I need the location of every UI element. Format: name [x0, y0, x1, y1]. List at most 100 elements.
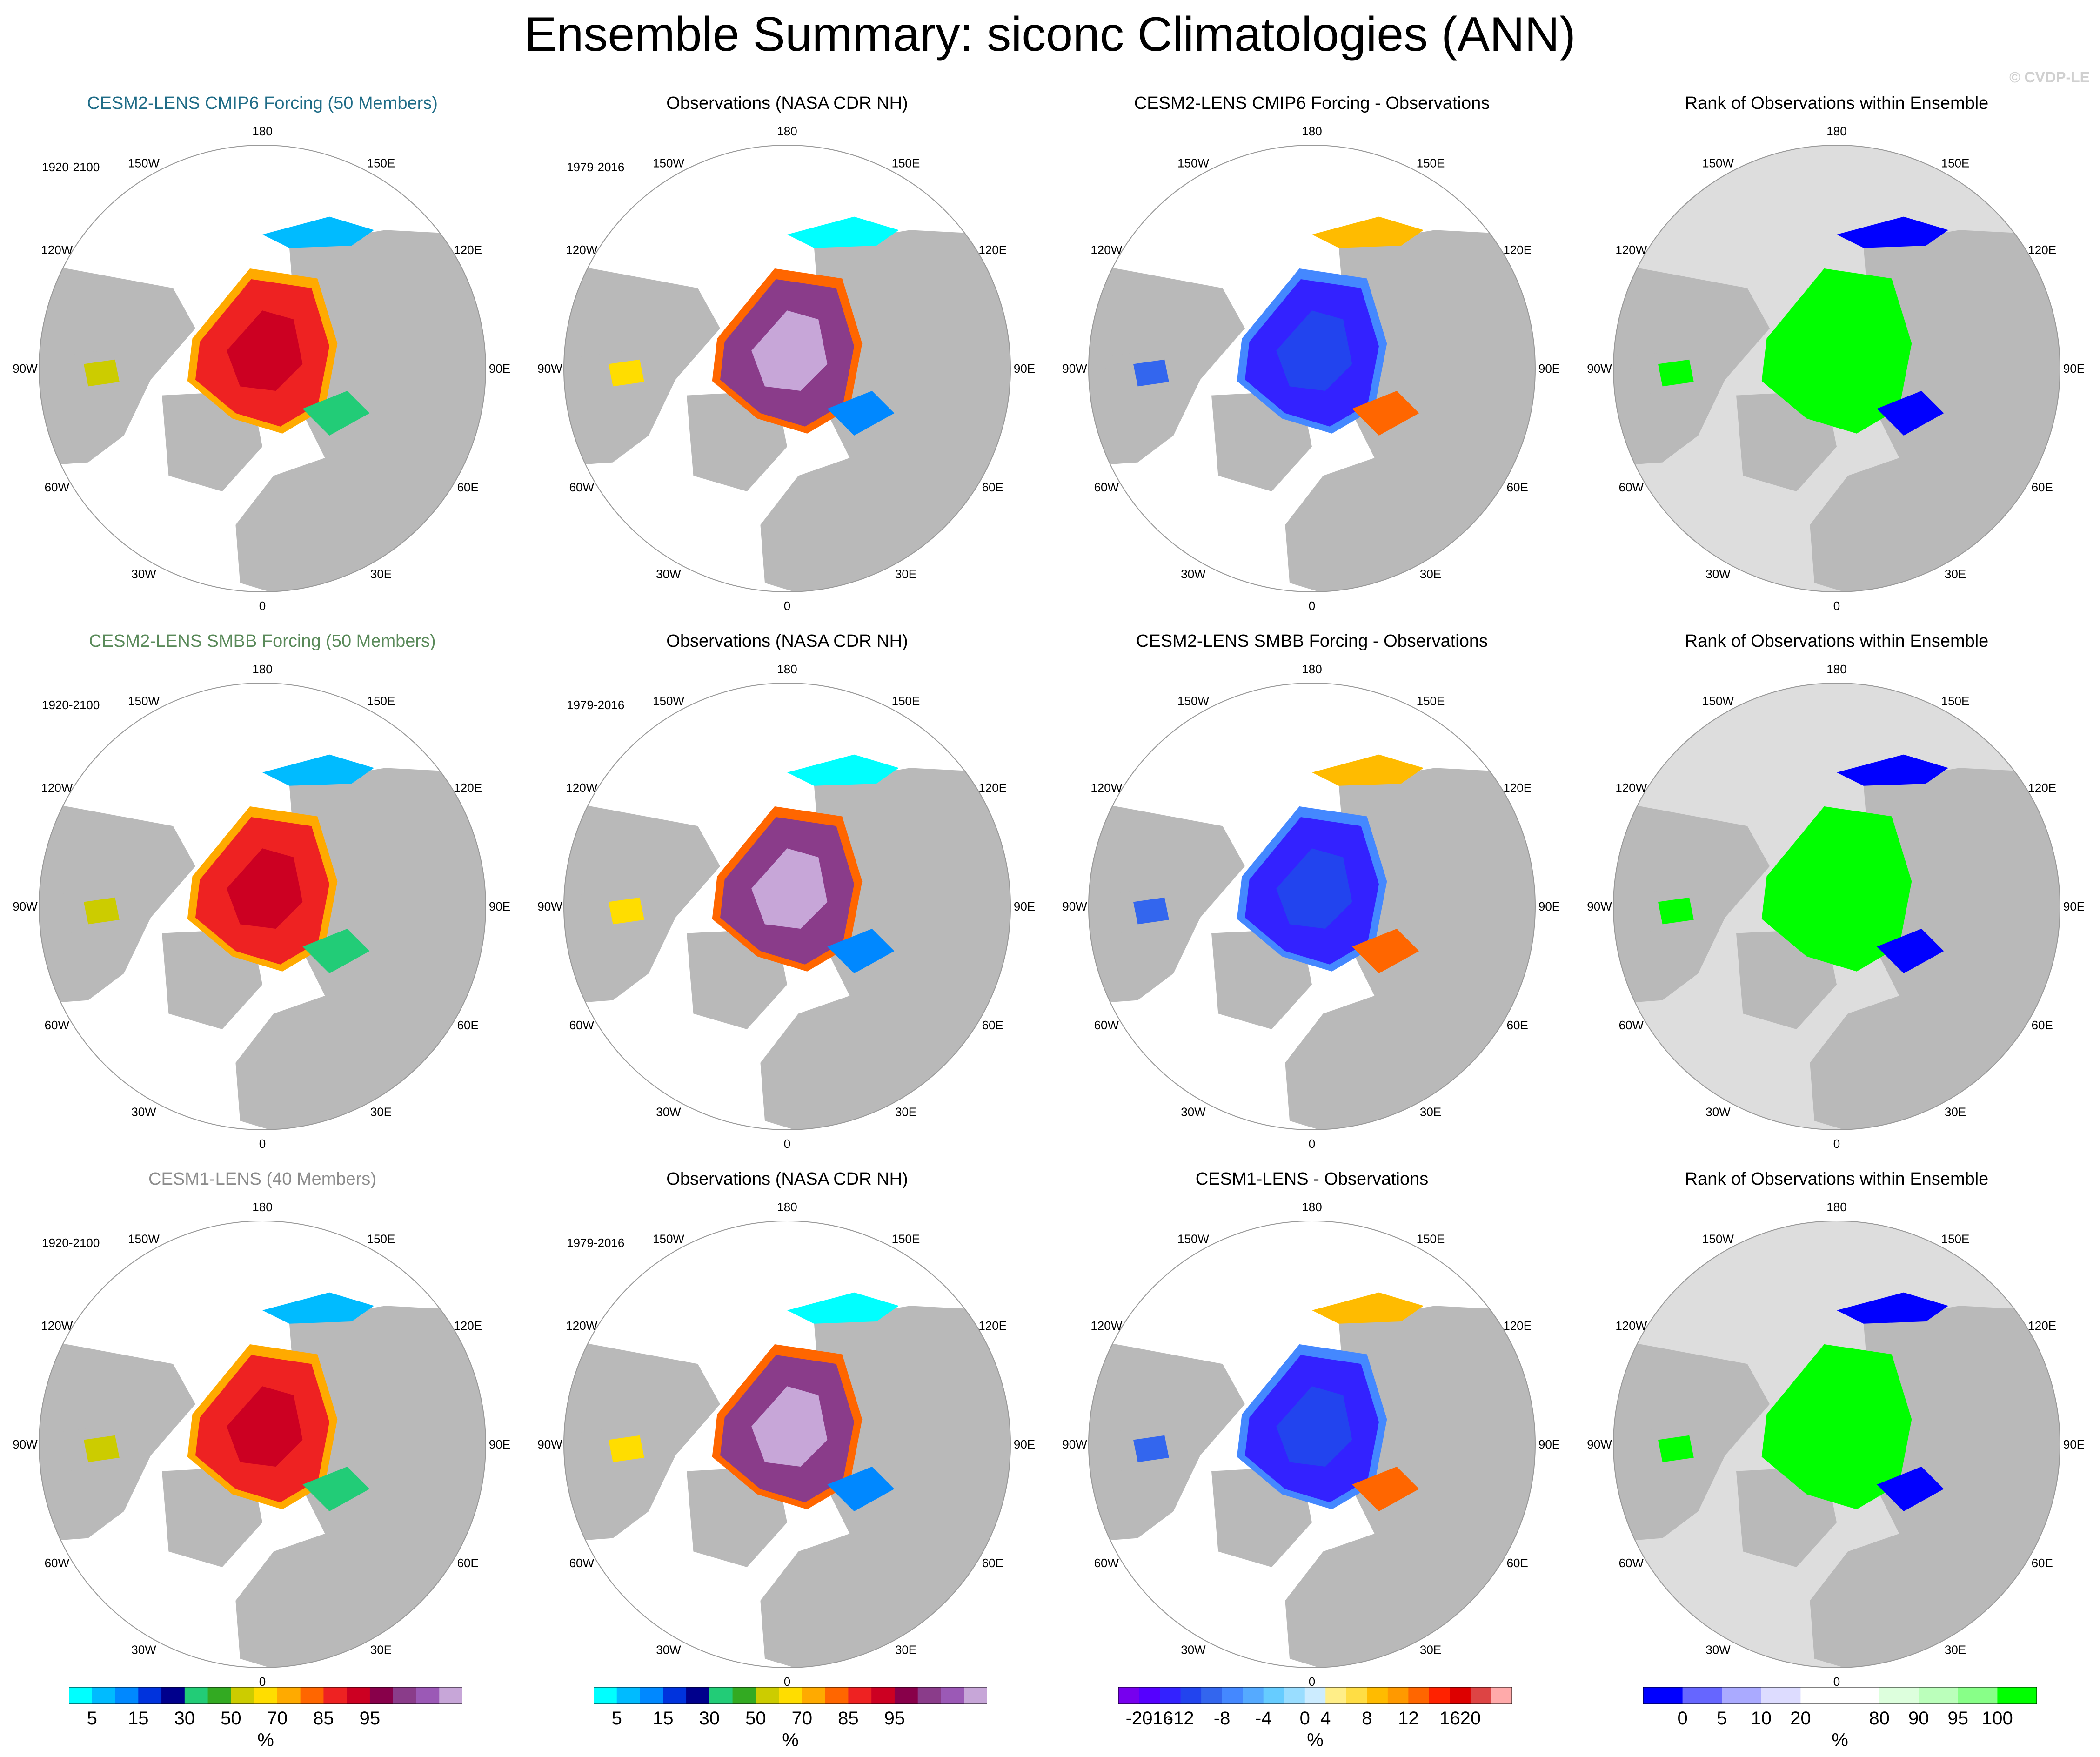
longitude-label: 0	[1833, 599, 1840, 613]
colorbar-tick-label: -8	[1214, 1708, 1231, 1729]
colorbar-swatch	[756, 1687, 779, 1704]
map-panel: Observations (NASA CDR NH) 1979-2016 180 15…	[525, 93, 1050, 631]
okhotsk-ice	[1312, 216, 1424, 248]
longitude-label: 120W	[1615, 243, 1647, 257]
map-panel: Observations (NASA CDR NH) 1979-2016 180 15…	[525, 1169, 1050, 1707]
longitude-label: 60W	[45, 1018, 70, 1032]
longitude-label: 30E	[1945, 1643, 1966, 1657]
hudson-bay-ice	[1133, 1435, 1169, 1462]
panel-title: Observations (NASA CDR NH)	[666, 94, 908, 113]
colorbar-swatch	[894, 1687, 918, 1704]
colorbar-tick-label: 85	[838, 1708, 859, 1729]
barents-ice	[1352, 391, 1419, 436]
colorbar-swatch	[1201, 1687, 1223, 1704]
sea-ice-core	[751, 310, 828, 391]
colorbar-swatch	[184, 1687, 208, 1704]
colorbar-tick-label: -12	[1167, 1708, 1194, 1729]
panel-title: Rank of Observations within Ensemble	[1685, 631, 1989, 651]
longitude-label: 150W	[1702, 156, 1734, 170]
colorbar-swatch	[69, 1687, 93, 1704]
map-panel: Rank of Observations within Ensemble 180 1…	[1574, 1169, 2099, 1707]
polar-map: 180 150E 120E 90E 60E 30E 0 30W 60W 90W 120W 150W	[1062, 124, 1560, 613]
longitude-label: 120E	[1503, 243, 1532, 257]
longitude-label: 120E	[454, 781, 482, 795]
colorbar-tick-label: 0	[1677, 1708, 1687, 1729]
colorbar-swatch	[1346, 1687, 1367, 1704]
colorbar: 5 15 30 50 70 85 95%	[68, 1687, 463, 1757]
panel-title: Observations (NASA CDR NH)	[666, 1169, 908, 1189]
colorbar-swatch	[594, 1687, 617, 1704]
longitude-label: 90E	[2063, 362, 2085, 376]
map-panel: Rank of Observations within Ensemble 180 1…	[1574, 631, 2099, 1169]
panel-period: 1920-2100	[42, 698, 100, 712]
longitude-label: 150E	[1417, 156, 1445, 170]
map-border	[39, 145, 486, 592]
longitude-label: 60E	[982, 1018, 1003, 1032]
polar-map: 180 150E 120E 90E 60E 30E 0 30W 60W 90W 120W 150W	[537, 124, 1035, 613]
colorbar-swatch	[300, 1687, 324, 1704]
longitude-label: 30W	[1705, 1643, 1731, 1657]
colorbar-swatch	[640, 1687, 663, 1704]
longitude-label: 30W	[656, 1105, 681, 1119]
longitude-label: 90E	[1538, 362, 1560, 376]
map-panel: CESM2-LENS CMIP6 Forcing (50 Members) 192…	[0, 93, 525, 631]
longitude-label: 30W	[1181, 1643, 1206, 1657]
longitude-label: 150W	[653, 694, 684, 708]
colorbar-swatch	[393, 1687, 417, 1704]
colorbar-swatch	[1429, 1687, 1451, 1704]
longitude-label: 90E	[2063, 1437, 2085, 1451]
longitude-label: 30W	[1181, 1105, 1206, 1119]
colorbar-swatch	[1643, 1687, 1683, 1704]
longitude-label: 150E	[367, 1232, 395, 1246]
hudson-bay-ice	[609, 359, 644, 387]
barents-ice	[1352, 929, 1419, 973]
map-panel: CESM2-LENS SMBB Forcing (50 Members) 1920…	[0, 631, 525, 1169]
longitude-label: 90W	[13, 899, 38, 913]
longitude-label: 120W	[566, 1319, 597, 1333]
colorbar-svg: -20-16-12 -8 -4 0 4 8 12 16 20	[1118, 1687, 1512, 1729]
hudson-bay-ice	[84, 897, 120, 925]
okhotsk-ice	[1837, 754, 1948, 786]
longitude-label: 30W	[131, 1643, 156, 1657]
colorbar-swatch	[1800, 1687, 1840, 1704]
colorbar-swatch	[941, 1687, 964, 1704]
hudson-bay-ice	[1133, 897, 1169, 925]
longitude-label: 60W	[569, 1556, 595, 1570]
map-border	[39, 683, 486, 1130]
map-border	[1088, 145, 1536, 592]
longitude-label: 0	[1309, 1137, 1315, 1151]
longitude-label: 90W	[13, 1437, 38, 1451]
colorbar-swatch	[686, 1687, 710, 1704]
colorbar-swatch	[92, 1687, 116, 1704]
panel-period: 1979-2016	[567, 160, 625, 174]
map-panel: CESM1-LENS - Observations 180 150E 120E 90E 6…	[1050, 1169, 1574, 1707]
polar-map: 180 150E 120E 90E 60E 30E 0 30W 60W 90W 120W 150W	[1062, 1200, 1560, 1689]
colorbar-swatch	[1263, 1687, 1284, 1704]
barents-ice	[1877, 929, 1944, 973]
colorbar-swatch	[1284, 1687, 1305, 1704]
longitude-label: 60W	[1094, 480, 1119, 494]
longitude-label: 90W	[1587, 362, 1612, 376]
colorbar-swatch	[1118, 1687, 1140, 1704]
colorbar-swatch	[416, 1687, 440, 1704]
panel-title: CESM1-LENS (40 Members)	[148, 1169, 376, 1189]
hudson-bay-ice	[1658, 1435, 1694, 1462]
longitude-label: 90W	[537, 899, 562, 913]
longitude-label: 30E	[895, 1643, 916, 1657]
panel-title: Rank of Observations within Ensemble	[1685, 1169, 1989, 1189]
colorbar-tick-label: -20	[1126, 1708, 1153, 1729]
longitude-label: 150W	[653, 156, 684, 170]
barents-ice	[827, 391, 895, 436]
longitude-label: 120E	[1503, 781, 1532, 795]
colorbar-swatch	[871, 1687, 895, 1704]
longitude-label: 60W	[1094, 1556, 1119, 1570]
longitude-label: 120E	[2028, 243, 2056, 257]
longitude-label: 0	[784, 1675, 790, 1689]
colorbar-svg: 5 15 30 50 70 85 95	[593, 1687, 988, 1729]
longitude-label: 30E	[1420, 1105, 1441, 1119]
longitude-label: 120W	[1090, 1319, 1122, 1333]
longitude-label: 180	[1826, 1200, 1846, 1214]
colorbar-swatch	[1180, 1687, 1202, 1704]
colorbar-unit: %	[1307, 1730, 1324, 1750]
map-border	[563, 145, 1011, 592]
